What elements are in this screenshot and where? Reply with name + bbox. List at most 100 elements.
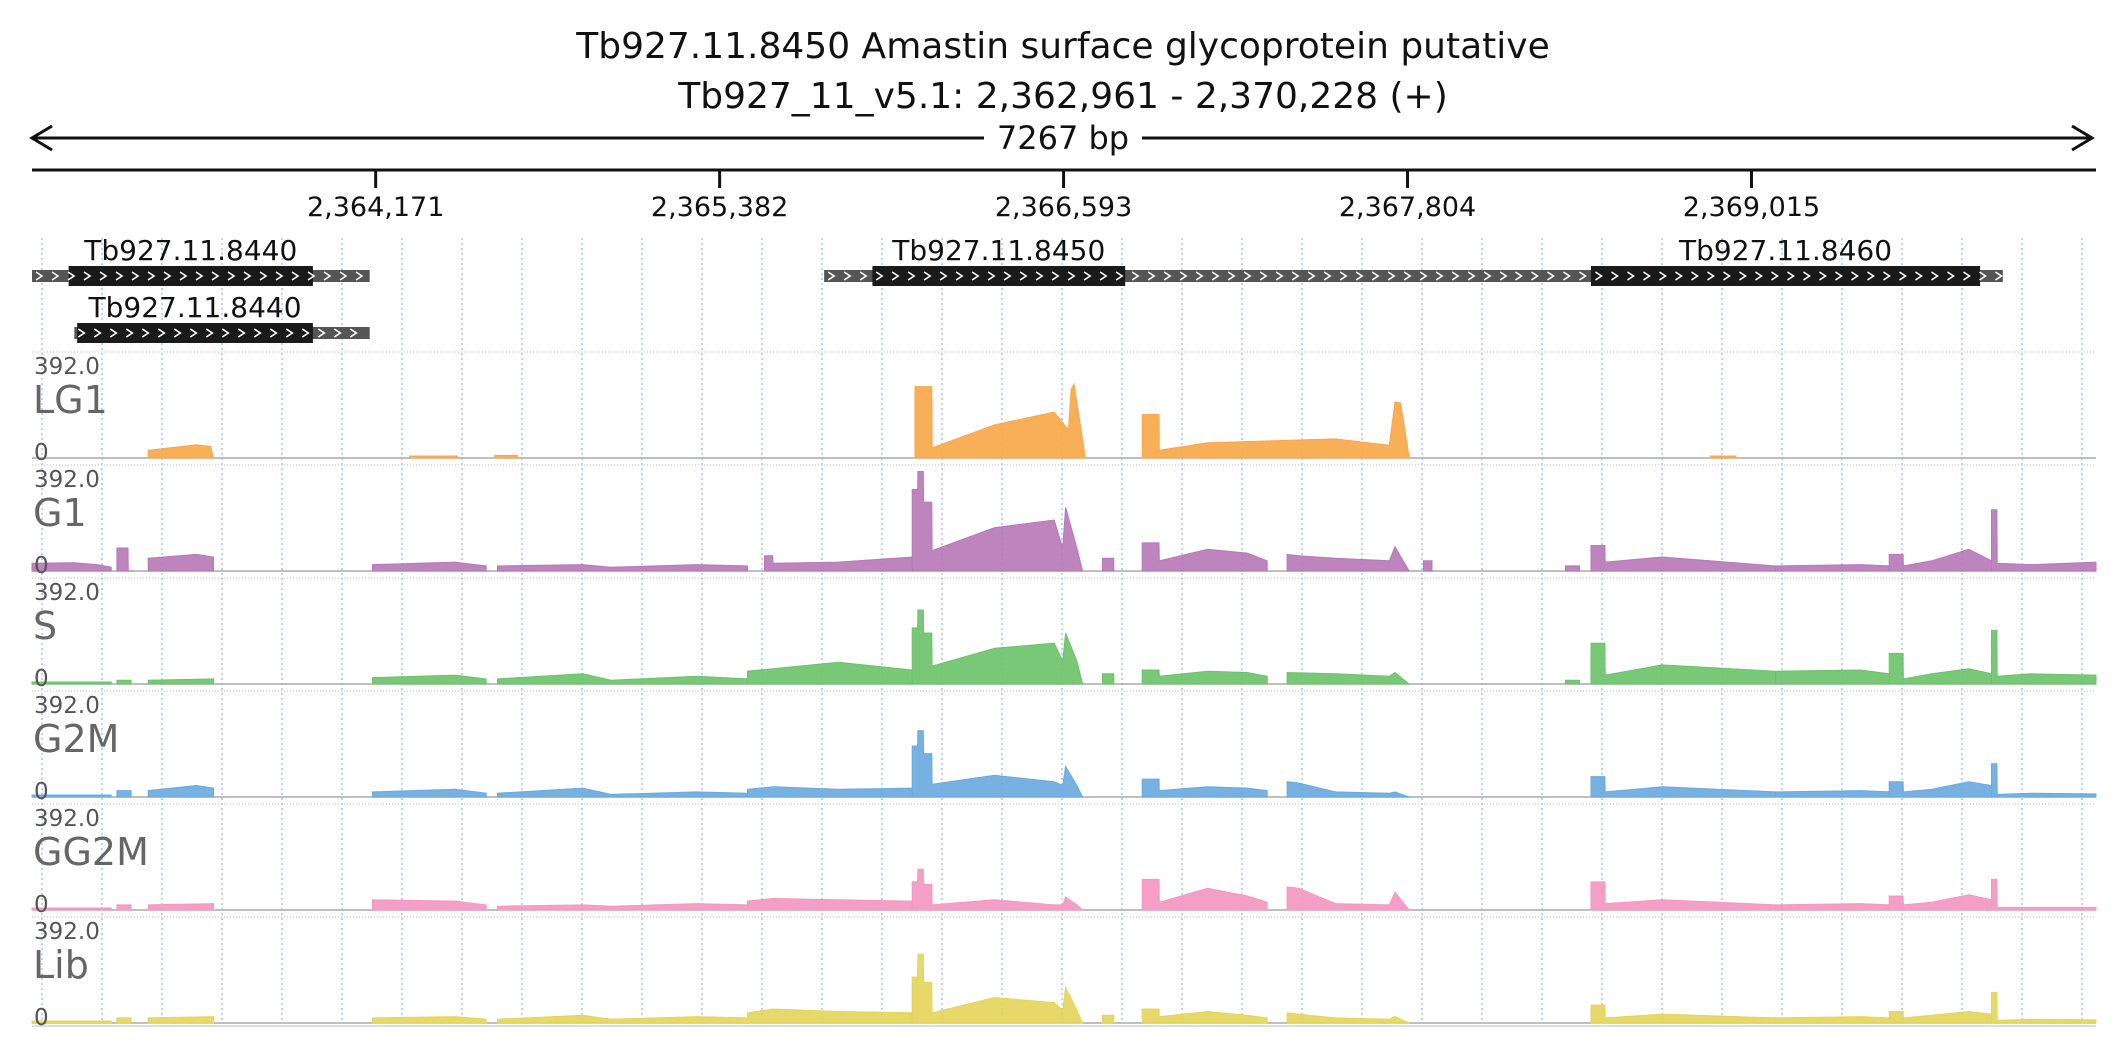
coverage-area: [1141, 542, 1268, 572]
strand-chevron: [355, 271, 364, 281]
strand-chevron: [1227, 271, 1236, 281]
strand-chevron: [243, 271, 252, 281]
gene-cds: [68, 266, 313, 286]
coverage-area: [1888, 1010, 1992, 1024]
coverage-area: [1102, 673, 1115, 685]
strand-chevron: [179, 271, 188, 281]
strand-chevron: [1531, 271, 1539, 281]
coverage-area: [147, 444, 215, 459]
coverage-track: 392.0 0 S: [31, 577, 2097, 692]
coverage-area: [1991, 991, 2097, 1024]
strand-chevron: [163, 271, 172, 281]
strand-chevron: [875, 271, 884, 281]
coverage-area: [1286, 671, 1411, 685]
coverage-area: [1775, 564, 1890, 572]
strand-chevron: [1291, 271, 1300, 281]
coverage-area: [1775, 669, 1890, 685]
coverage-area: [1564, 565, 1581, 572]
strand-chevron: [1787, 271, 1795, 281]
strand-chevron: [1643, 271, 1651, 281]
coverage-area: [911, 471, 1084, 572]
coverage-track: 392.0 0 G1: [31, 464, 2097, 579]
coverage-area: [1102, 1014, 1115, 1024]
span-arrowhead-right: [2071, 124, 2095, 152]
strand-chevron: [99, 271, 108, 281]
track-name: GG2M: [33, 830, 149, 874]
axis-tick-label: 2,365,382: [651, 192, 788, 223]
strand-chevron: [1195, 271, 1204, 281]
strand-chevron: [1243, 271, 1252, 281]
coverage-track: 392.0 0 Lib: [31, 916, 2097, 1031]
strand-chevron: [131, 271, 140, 281]
track-ymin-label: 0: [34, 553, 49, 579]
coverage-area: [497, 787, 748, 798]
coverage-track: 392.0 0 GG2M: [31, 803, 2097, 918]
track-ymax-label: 392.0: [34, 806, 100, 832]
gene-track: Tb927.11.8440 Tb927.11.8440 Tb927.11.8450 T…: [32, 234, 2003, 343]
strand-chevron: [1179, 271, 1188, 281]
coverage-area: [1141, 878, 1268, 911]
coverage-area: [1564, 679, 1581, 685]
span-length-label: 7267 bp: [997, 119, 1129, 157]
strand-chevron: [67, 271, 76, 281]
strand-chevron: [1867, 271, 1875, 281]
strand-chevron: [1259, 271, 1268, 281]
track-ymin-label: 0: [34, 440, 49, 466]
coverage-area: [147, 678, 214, 685]
strand-chevron: [1899, 271, 1907, 281]
strand-chevron: [141, 328, 150, 338]
coverage-area: [1888, 548, 1992, 572]
gene-label: Tb927.11.8450: [891, 234, 1105, 267]
strand-chevron: [1019, 271, 1028, 281]
strand-chevron: [1739, 271, 1747, 281]
strand-chevron: [1147, 271, 1156, 281]
gene-label: Tb927.11.8440: [88, 291, 302, 324]
coverage-area: [747, 1008, 913, 1024]
strand-chevron: [1659, 271, 1667, 281]
strand-chevron: [125, 328, 134, 338]
strand-chevron: [1691, 271, 1699, 281]
strand-chevron: [307, 271, 316, 281]
strand-chevron: [1355, 271, 1364, 281]
span-arrowhead-left: [29, 124, 53, 152]
strand-chevron: [1803, 271, 1811, 281]
strand-chevron: [1515, 271, 1523, 281]
strand-chevron: [83, 271, 92, 281]
coverage-area: [911, 730, 1084, 798]
strand-chevron: [1339, 271, 1348, 281]
coverage-area: [147, 1016, 214, 1024]
gene-model: Tb927.11.8440: [32, 234, 370, 286]
strand-chevron: [1419, 271, 1428, 281]
strand-chevron: [1163, 271, 1172, 281]
coverage-area: [911, 953, 1084, 1024]
strand-chevron: [1851, 271, 1859, 281]
strand-chevron: [77, 328, 86, 338]
coverage-area: [1286, 1012, 1410, 1024]
strand-chevron: [109, 328, 118, 338]
strand-chevron: [1963, 271, 1971, 281]
coverage-tracks: 392.00LG1392.00G1392.00S392.00G2M392.00G…: [31, 351, 2097, 1031]
coverage-area: [747, 897, 913, 911]
coverage-area: [911, 609, 1084, 685]
track-ymax-label: 392.0: [34, 354, 100, 380]
coverage-area: [1709, 455, 1737, 459]
strand-chevron: [157, 328, 166, 338]
coverage-area: [147, 553, 214, 572]
track-ymin-label: 0: [34, 1005, 49, 1031]
gene-title: Tb927.11.8450 Amastin surface glycoprote…: [575, 26, 1550, 67]
strand-chevron: [1579, 271, 1587, 281]
strand-chevron: [843, 271, 852, 281]
coverage-area: [1422, 560, 1433, 572]
strand-chevron: [1627, 271, 1635, 281]
strand-chevron: [891, 271, 900, 281]
coverage-area: [1141, 1008, 1268, 1024]
strand-chevron: [1819, 271, 1827, 281]
strand-chevron: [1467, 271, 1476, 281]
strand-chevron: [195, 271, 204, 281]
axis-tick-label: 2,369,015: [1683, 192, 1820, 223]
strand-chevron: [1323, 271, 1332, 281]
coverage-area: [497, 1014, 748, 1024]
strand-chevron: [1611, 271, 1619, 281]
strand-chevron: [1931, 271, 1939, 281]
